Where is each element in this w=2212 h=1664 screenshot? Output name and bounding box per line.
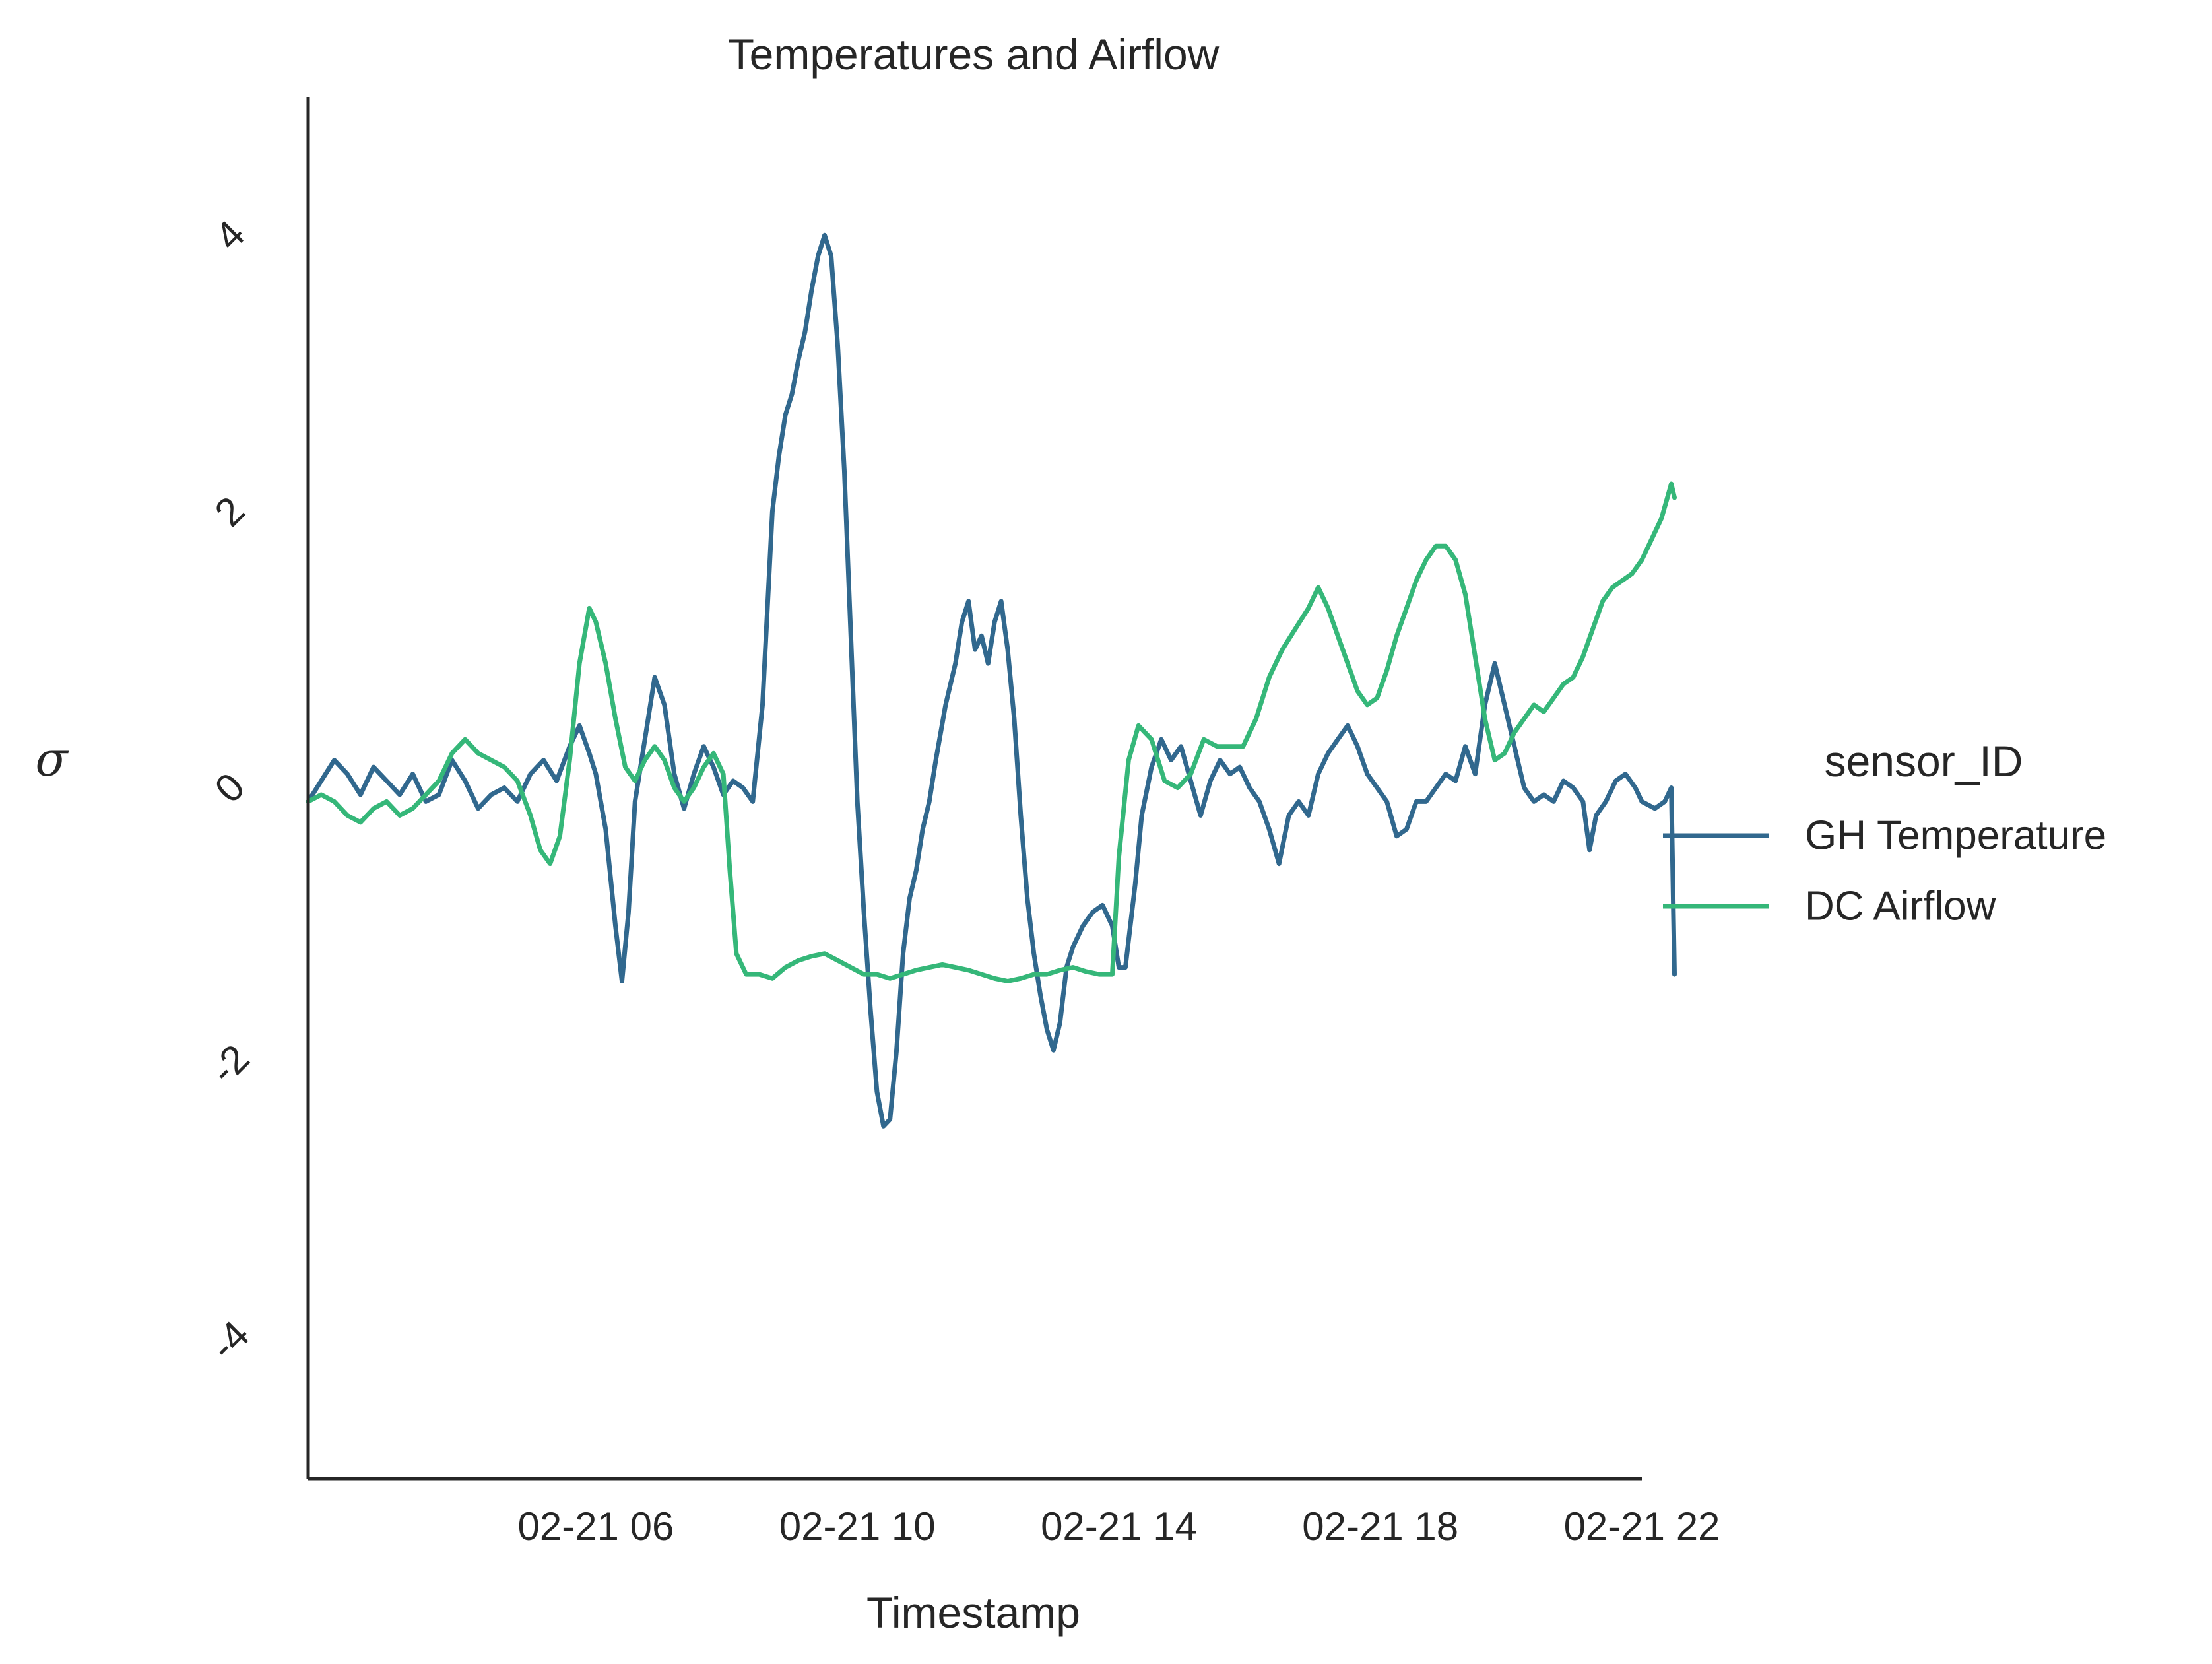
series-line-gh-temperature [306,232,1677,1129]
y-tick-label: -4 [201,1312,257,1368]
y-tick-label: 0 [207,764,253,811]
x-tick-label: 02-21 22 [1564,1504,1720,1548]
legend-label: GH Temperature [1805,813,2106,859]
x-tick-labels: 02-21 06 02-21 10 02-21 14 02-21 18 02-21 22 [517,1504,1720,1548]
legend-title: sensor_ID [1825,737,2023,785]
y-tick-label: 2 [207,488,253,535]
x-tick-label: 02-21 10 [779,1504,936,1548]
chart-title: Temperatures and Airflow [728,30,1220,79]
y-tick-label: 4 [207,212,253,259]
x-tick-label: 02-21 06 [517,1504,674,1548]
x-tick-label: 02-21 18 [1302,1504,1458,1548]
plot-area [306,232,1677,1129]
y-tick-labels: -4 -2 0 2 4 [201,212,257,1368]
legend-items: GH Temperature DC Airflow [1663,813,2106,929]
legend: sensor_ID GH Temperature DC Airflow [1663,737,2106,929]
y-axis-label: σ [35,731,69,787]
x-axis-label: Timestamp [866,1588,1080,1637]
legend-label: DC Airflow [1805,884,1996,929]
x-tick-label: 02-21 14 [1041,1504,1197,1548]
series-line-dc-airflow [306,481,1677,983]
y-tick-label: -2 [201,1036,257,1092]
